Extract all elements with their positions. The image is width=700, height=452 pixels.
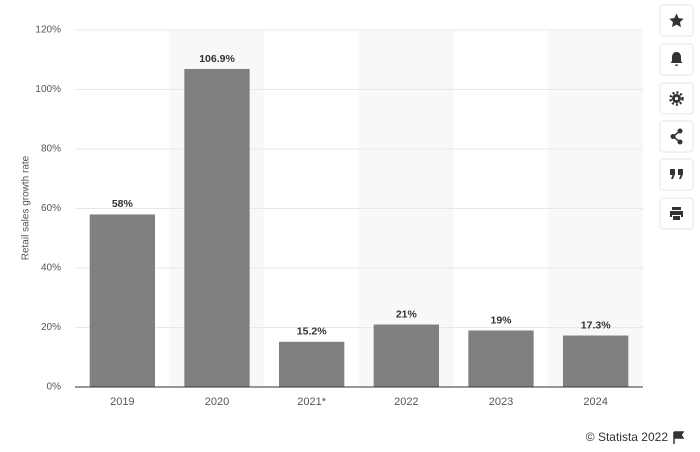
value-label: 15.2% <box>297 326 327 338</box>
y-axis-label: Retail sales growth rate <box>21 155 32 260</box>
value-label: 21% <box>396 308 418 320</box>
y-tick-label: 100% <box>35 84 61 95</box>
cite-button[interactable] <box>659 158 694 191</box>
y-tick-label: 60% <box>41 203 61 214</box>
print-button[interactable] <box>659 197 694 230</box>
bar <box>468 330 534 387</box>
y-tick-label: 0% <box>47 382 62 393</box>
bar <box>184 68 250 387</box>
y-tick-label: 40% <box>41 263 61 274</box>
x-tick-label: 2024 <box>583 396 607 408</box>
value-label: 17.3% <box>581 319 611 331</box>
y-tick-label: 120% <box>35 25 61 36</box>
value-label: 58% <box>112 198 134 210</box>
y-tick-label: 20% <box>41 322 61 333</box>
bar <box>89 214 155 387</box>
flag-icon <box>673 431 685 444</box>
notification-button[interactable] <box>659 43 694 76</box>
source: © Statista 2022 <box>586 430 669 444</box>
x-tick-label: 2019 <box>110 396 134 408</box>
x-tick-label: 2023 <box>489 396 513 408</box>
x-tick-label: 2020 <box>205 396 229 408</box>
value-label: 19% <box>490 314 512 326</box>
bar <box>563 335 629 387</box>
bar <box>279 341 345 387</box>
bar <box>373 324 439 387</box>
y-tick-label: 80% <box>41 144 61 155</box>
share-button[interactable] <box>659 120 694 153</box>
value-label: 106.9% <box>199 53 235 65</box>
x-tick-label: 2021* <box>297 396 326 408</box>
x-tick-label: 2022 <box>394 396 418 408</box>
favorite-button[interactable] <box>659 4 694 37</box>
settings-button[interactable] <box>659 82 694 115</box>
